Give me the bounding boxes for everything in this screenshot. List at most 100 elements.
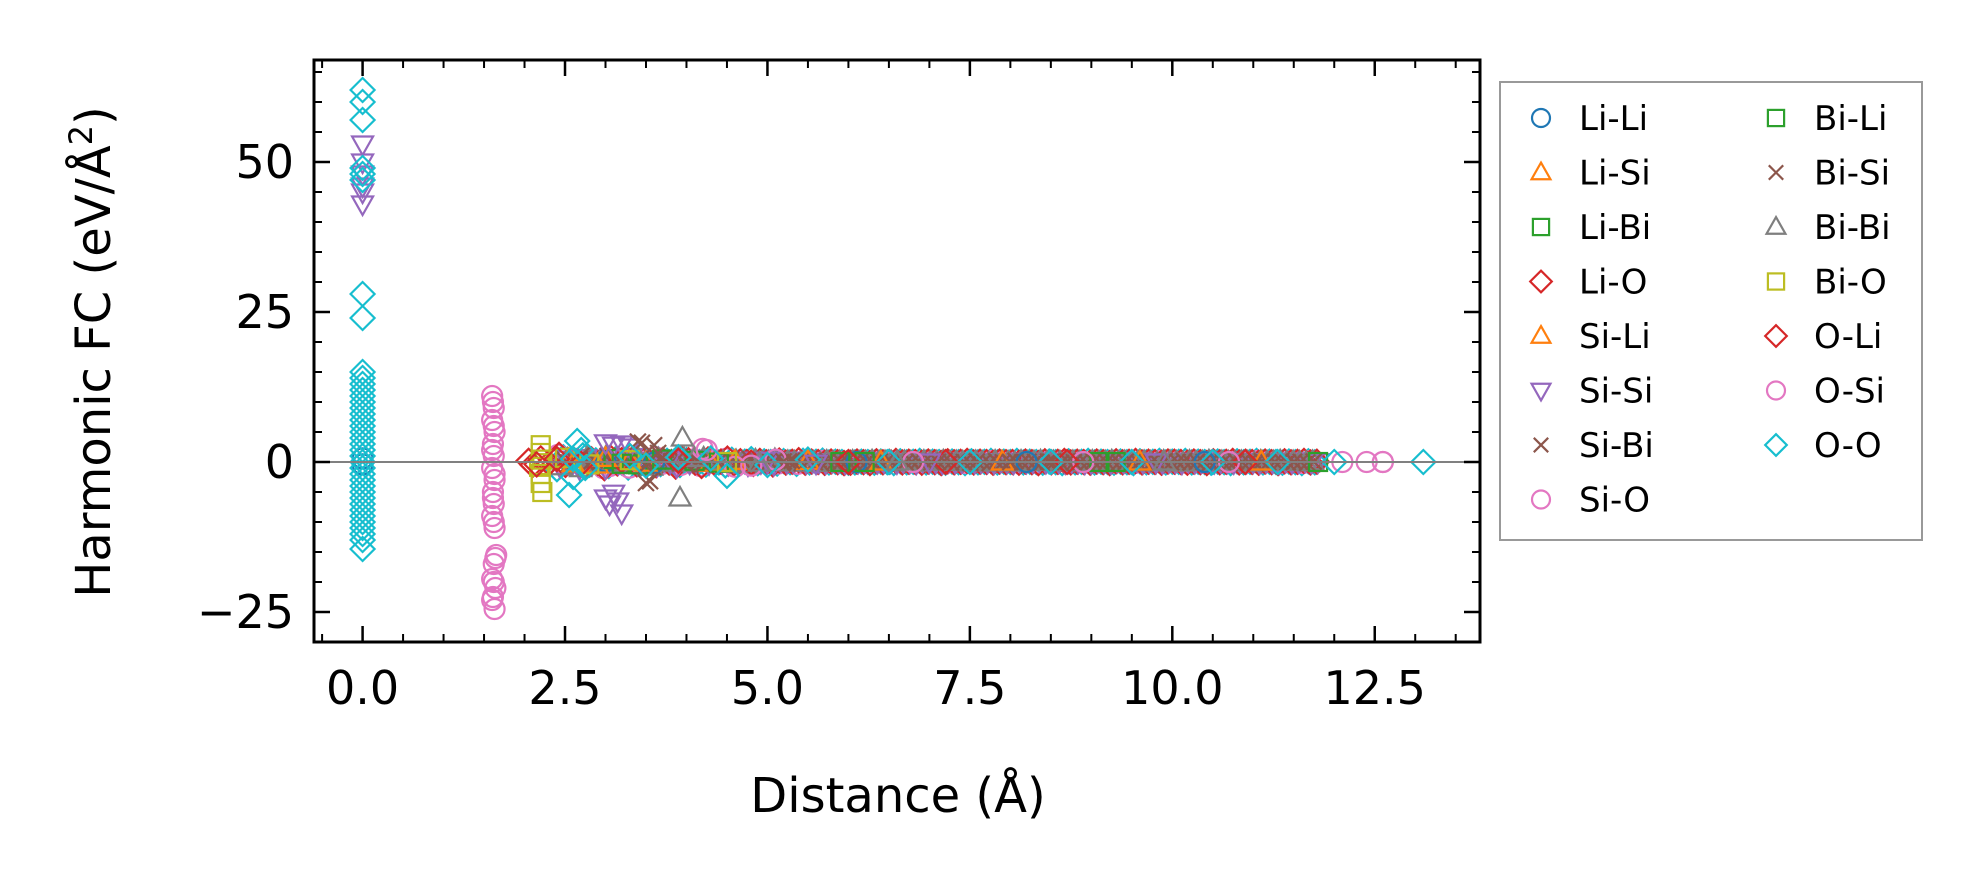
legend-label: Li-O: [1579, 263, 1647, 303]
legend-marker: [1763, 432, 1789, 458]
legend-marker: [1529, 382, 1553, 403]
y-axis-title-superscript: 2: [62, 125, 100, 145]
data-point: [1151, 448, 1177, 471]
legend-entry: Si-O: [1530, 481, 1650, 521]
data-point: [559, 463, 587, 491]
data-point: [482, 570, 505, 594]
x-tick-label: 7.5: [933, 661, 1006, 715]
legend-label: Li-Bi: [1579, 208, 1651, 248]
data-point: [349, 76, 377, 104]
legend-entry: Bi-Si: [1768, 154, 1890, 194]
legend-marker: [1529, 323, 1553, 344]
data-point: [555, 481, 583, 509]
y-axis-title-close: ): [66, 106, 122, 125]
legend-entry: Bi-O: [1766, 263, 1887, 303]
data-point: [713, 462, 741, 490]
data-point: [481, 588, 504, 612]
data-point: [532, 481, 553, 503]
y-axis-title-main: Harmonic FC (eV/Å: [65, 145, 122, 598]
legend-label: Si-Li: [1579, 317, 1651, 357]
data-point: [697, 444, 725, 472]
legend-label: O-Si: [1814, 372, 1885, 412]
legend-entry: Li-Si: [1529, 154, 1651, 194]
data-point: [633, 434, 651, 452]
data-point: [649, 444, 667, 462]
legend-entry: O-Li: [1763, 317, 1882, 357]
data-point: [349, 88, 377, 116]
data-point: [670, 424, 695, 447]
data-point: [349, 280, 377, 308]
data-point: [834, 448, 862, 476]
data-point: [483, 468, 506, 492]
x-tick-label: 0.0: [326, 661, 399, 715]
legend-label: Bi-Li: [1814, 99, 1887, 139]
data-point: [609, 504, 635, 527]
data-point: [1037, 448, 1065, 476]
legend-entry: O-O: [1763, 426, 1882, 466]
y-tick-label: 50: [235, 135, 294, 189]
y-tick-label: −25: [197, 585, 294, 639]
x-tick-label: 10.0: [1121, 661, 1223, 715]
data-point: [1127, 448, 1153, 471]
data-point: [1320, 448, 1348, 476]
data-point: [481, 438, 504, 462]
legend-label: O-O: [1814, 426, 1882, 466]
legend-entry: Li-Li: [1530, 99, 1648, 139]
legend-entry: Li-Bi: [1531, 208, 1651, 248]
legend-label: Bi-O: [1814, 263, 1887, 303]
data-point: [1199, 448, 1227, 476]
data-point: [667, 484, 693, 507]
x-tick-label: 2.5: [528, 661, 601, 715]
data-point: [1409, 448, 1437, 476]
y-tick-label: 0: [265, 435, 294, 489]
legend-label: Li-Si: [1579, 154, 1651, 194]
y-tick-label: 25: [235, 285, 294, 339]
data-point: [571, 454, 599, 482]
data-point: [349, 154, 377, 182]
legend-marker: [1530, 489, 1552, 510]
legend-label: Li-Li: [1579, 99, 1648, 139]
data-point: [1143, 453, 1169, 476]
data-point: [664, 443, 692, 471]
legend-entry: Li-O: [1528, 263, 1647, 303]
data-point: [664, 447, 692, 475]
data-point: [637, 474, 655, 492]
legend-entry: Si-Bi: [1533, 426, 1654, 466]
data-point: [482, 414, 505, 438]
data-point: [349, 520, 377, 548]
data-point: [349, 526, 377, 554]
legend: Li-Li Li-Si Li-Bi Li-O Si-Li Si-Si Si-Bi Si-O Bi…: [1499, 81, 1923, 541]
legend-label: Si-O: [1579, 481, 1650, 521]
data-point: [349, 160, 377, 188]
legend-label: Si-Bi: [1579, 426, 1654, 466]
legend-marker: [1529, 160, 1553, 181]
legend-marker: [1766, 108, 1786, 128]
data-point: [875, 448, 903, 476]
y-axis-title: Harmonic FC (eV/Å2): [62, 106, 122, 598]
data-point: [350, 135, 375, 158]
x-tick-label: 5.0: [731, 661, 804, 715]
data-point: [349, 508, 377, 536]
data-point: [349, 304, 377, 332]
data-points-layer: [349, 76, 1437, 621]
legend-label: Bi-Bi: [1814, 208, 1891, 248]
legend-marker: [1533, 437, 1549, 453]
data-point: [350, 195, 375, 218]
data-point: [532, 449, 553, 470]
data-point: [483, 597, 506, 621]
data-point: [523, 450, 551, 478]
legend-entry: Si-Li: [1529, 317, 1651, 357]
data-point: [349, 166, 377, 194]
x-tick-label: 12.5: [1324, 661, 1426, 715]
legend-entry: Bi-Li: [1766, 99, 1887, 139]
legend-marker: [1765, 380, 1787, 401]
data-point: [601, 484, 626, 507]
data-point: [481, 480, 505, 504]
data-point: [481, 486, 505, 510]
data-point: [884, 448, 910, 471]
data-point: [483, 462, 506, 486]
data-point: [601, 436, 626, 459]
data-point: [868, 448, 894, 471]
